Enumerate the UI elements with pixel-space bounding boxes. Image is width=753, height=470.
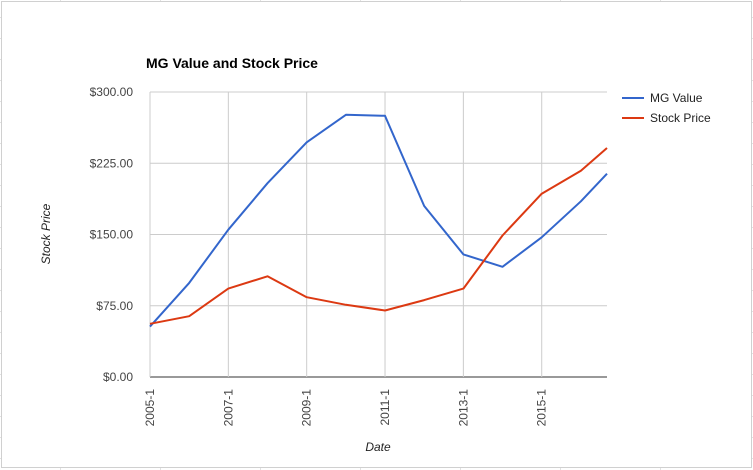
y-axis-tick-labels: $0.00 $75.00 $150.00 $225.00 $300.00 xyxy=(90,85,134,384)
x-axis-title: Date xyxy=(365,440,391,454)
x-tick-label: 2007-1 xyxy=(221,389,235,427)
y-axis-title: Stock Price xyxy=(39,203,53,264)
y-tick-label: $75.00 xyxy=(96,299,133,313)
y-tick-label: $225.00 xyxy=(90,156,134,170)
series-line-stock-price xyxy=(149,147,608,325)
series-lines xyxy=(149,113,608,328)
legend-label: Stock Price xyxy=(650,111,711,125)
x-tick-label: 2011-1 xyxy=(378,389,392,426)
legend: MG Value Stock Price xyxy=(622,91,711,125)
x-axis-tick-labels: 2005-1 2007-1 2009-1 2011-1 2013-1 2015-1 xyxy=(143,389,549,427)
series-line-mg-value xyxy=(149,113,608,328)
x-tick-label: 2013-1 xyxy=(456,389,470,427)
gridlines xyxy=(149,91,607,378)
chart-title: MG Value and Stock Price xyxy=(146,55,318,71)
y-tick-label: $300.00 xyxy=(90,85,134,99)
y-tick-label: $0.00 xyxy=(103,370,133,384)
x-tick-label: 2015-1 xyxy=(535,389,549,427)
x-tick-label: 2009-1 xyxy=(300,389,314,427)
x-tick-label: 2005-1 xyxy=(143,389,157,427)
y-tick-label: $150.00 xyxy=(90,228,134,242)
legend-label: MG Value xyxy=(650,91,703,105)
